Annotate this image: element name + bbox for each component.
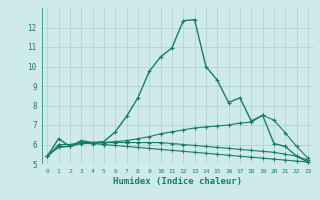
X-axis label: Humidex (Indice chaleur): Humidex (Indice chaleur)	[113, 177, 242, 186]
